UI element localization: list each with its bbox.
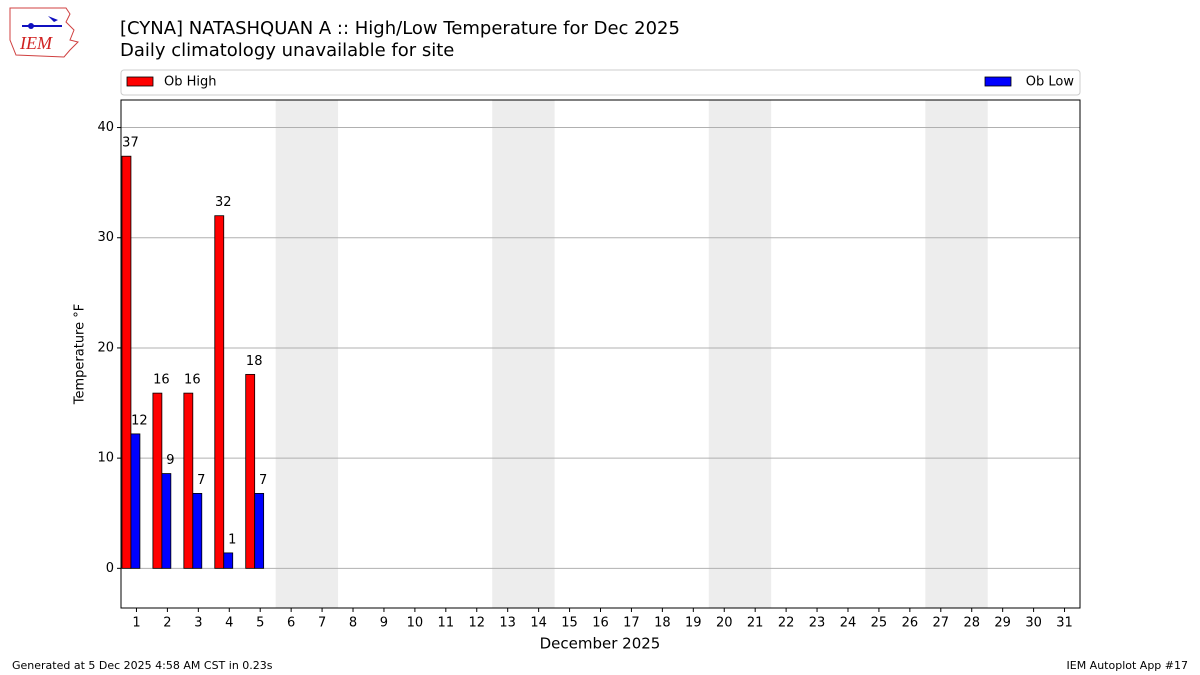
bar	[223, 552, 234, 569]
x-tick-label: 16	[592, 616, 609, 631]
y-tick-label: 40	[97, 120, 114, 135]
x-tick-label: 1	[132, 616, 140, 631]
y-tick-label: 10	[97, 451, 114, 466]
bar	[183, 392, 194, 569]
weekend-shade	[956, 100, 988, 608]
x-tick-label: 20	[716, 616, 733, 631]
x-tick-label: 14	[530, 616, 547, 631]
x-tick-label: 12	[468, 616, 485, 631]
bar	[130, 433, 141, 569]
x-tick-label: 11	[438, 616, 455, 631]
x-tick-label: 8	[349, 616, 357, 631]
value-label: 7	[259, 473, 267, 488]
x-tick-label: 19	[685, 616, 702, 631]
value-label: 1	[228, 532, 236, 547]
value-label: 12	[131, 413, 148, 428]
x-tick-label: 31	[1056, 616, 1073, 631]
footer-right: IEM Autoplot App #17	[1067, 659, 1189, 672]
bar	[254, 492, 265, 569]
logo-outline	[9, 7, 79, 58]
legend-box	[120, 69, 1081, 96]
y-tick-label: 0	[106, 561, 114, 576]
weekend-shade	[306, 100, 339, 608]
value-label: 9	[166, 453, 174, 468]
chart-title: [CYNA] NATASHQUAN A :: High/Low Temperat…	[120, 18, 680, 39]
x-tick-label: 30	[1025, 616, 1042, 631]
weekend-shade	[739, 100, 772, 608]
legend-swatch	[126, 76, 154, 87]
value-label: 37	[122, 136, 139, 151]
weekend-shade	[925, 100, 957, 608]
x-tick-label: 15	[561, 616, 578, 631]
value-label: 18	[246, 354, 263, 369]
weekend-shade	[708, 100, 741, 608]
logo-dot	[28, 23, 34, 29]
value-label: 16	[153, 373, 170, 388]
x-tick-label: 28	[963, 616, 980, 631]
weekend-shade	[275, 100, 308, 608]
x-tick-label: 9	[380, 616, 388, 631]
legend-swatch	[984, 76, 1012, 87]
weekend-shade	[492, 100, 524, 608]
x-tick-label: 21	[747, 616, 764, 631]
bar	[152, 392, 163, 569]
plot-frame	[120, 99, 1081, 609]
legend-label: Ob Low	[1026, 75, 1075, 90]
value-label: 7	[197, 473, 205, 488]
value-label: 32	[215, 195, 232, 210]
x-tick-label: 23	[809, 616, 826, 631]
y-tick-label: 20	[97, 340, 114, 355]
x-tick-label: 13	[499, 616, 516, 631]
y-tick-label: 30	[97, 230, 114, 245]
chart-subtitle: Daily climatology unavailable for site	[120, 40, 454, 61]
weekend-shade	[523, 100, 555, 608]
x-tick-label: 22	[778, 616, 795, 631]
footer-left: Generated at 5 Dec 2025 4:58 AM CST in 0…	[12, 659, 273, 672]
x-tick-label: 4	[225, 616, 233, 631]
x-tick-label: 10	[407, 616, 424, 631]
x-axis-label: December 2025	[540, 635, 661, 653]
x-tick-label: 29	[994, 616, 1011, 631]
x-tick-label: 24	[840, 616, 857, 631]
x-tick-label: 3	[194, 616, 202, 631]
logo: IEM	[9, 7, 79, 58]
x-tick-label: 18	[654, 616, 671, 631]
bar	[245, 373, 256, 569]
bar	[192, 492, 203, 569]
bar	[161, 473, 172, 569]
legend-label: Ob High	[164, 75, 217, 90]
x-tick-label: 17	[623, 616, 640, 631]
x-tick-label: 2	[163, 616, 171, 631]
logo-text: IEM	[19, 33, 53, 53]
y-axis-label: Temperature °F	[73, 304, 88, 405]
x-tick-label: 27	[933, 616, 950, 631]
bar	[214, 215, 225, 569]
x-tick-label: 5	[256, 616, 264, 631]
x-tick-label: 6	[287, 616, 295, 631]
x-tick-label: 26	[902, 616, 919, 631]
logo-icon	[48, 16, 58, 22]
value-label: 16	[184, 373, 201, 388]
x-tick-label: 25	[871, 616, 888, 631]
bar	[121, 155, 132, 569]
x-tick-label: 7	[318, 616, 326, 631]
